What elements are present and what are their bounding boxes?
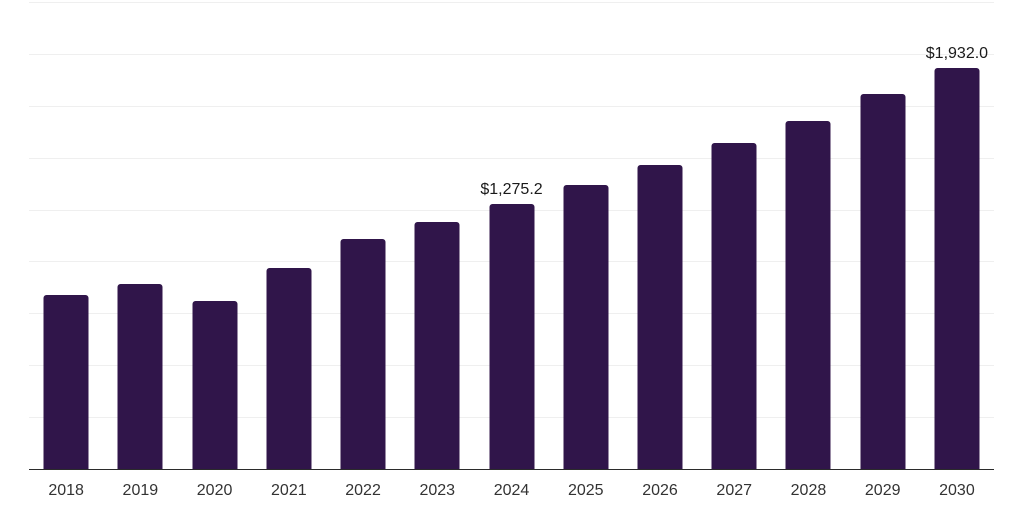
x-tick-2020: 2020 xyxy=(196,482,233,499)
band-2026 xyxy=(623,2,697,469)
gridline-1500 xyxy=(29,157,994,159)
bar-2028 xyxy=(785,120,831,469)
bar-2024 xyxy=(489,204,535,469)
x-tick-2019: 2019 xyxy=(122,482,159,499)
band-2030: $1,932.0 xyxy=(920,2,994,469)
value-label-2030: $1,932.0 xyxy=(925,45,989,63)
x-tick-2025: 2025 xyxy=(567,482,604,499)
plot-area: $1,275.2 $1,932.0 xyxy=(29,2,994,470)
bar-2030 xyxy=(934,68,980,469)
x-axis-labels: 2018 2019 2020 2021 2022 2023 2024 2025 2026 2027… xyxy=(29,483,994,499)
bar-2018 xyxy=(43,295,89,469)
band-2019 xyxy=(103,2,177,469)
band-2025 xyxy=(549,2,623,469)
gridline-2000 xyxy=(29,53,994,55)
bar-2026 xyxy=(637,164,683,469)
bars-container: $1,275.2 $1,932.0 xyxy=(29,2,994,469)
band-2023 xyxy=(400,2,474,469)
x-tick-2023: 2023 xyxy=(419,482,456,499)
band-2028 xyxy=(771,2,845,469)
x-tick-2026: 2026 xyxy=(642,482,678,499)
band-2029 xyxy=(846,2,920,469)
x-tick-2028: 2028 xyxy=(790,482,827,499)
gridline-1750 xyxy=(29,105,994,107)
band-2024: $1,275.2 xyxy=(474,2,548,469)
bar-2029 xyxy=(860,94,906,469)
x-tick-2018: 2018 xyxy=(48,482,84,499)
x-tick-2021: 2021 xyxy=(271,482,307,499)
bar-2023 xyxy=(414,221,460,469)
x-tick-2022: 2022 xyxy=(345,482,381,499)
bar-2020 xyxy=(192,301,238,469)
bar-2022 xyxy=(340,239,386,469)
band-2020 xyxy=(177,2,251,469)
bar-2021 xyxy=(266,267,312,469)
x-tick-2027: 2027 xyxy=(716,482,753,499)
band-2027 xyxy=(697,2,771,469)
value-label-2024: $1,275.2 xyxy=(480,181,543,199)
band-2021 xyxy=(252,2,326,469)
bar-2025 xyxy=(563,185,609,469)
band-2022 xyxy=(326,2,400,469)
bar-2027 xyxy=(711,143,757,469)
gridline-2250 xyxy=(29,2,994,3)
x-tick-2030: 2030 xyxy=(939,482,975,499)
x-tick-2024: 2024 xyxy=(493,482,530,499)
x-tick-2029: 2029 xyxy=(864,482,901,499)
band-2018 xyxy=(29,2,103,469)
bar-2019 xyxy=(117,284,163,469)
